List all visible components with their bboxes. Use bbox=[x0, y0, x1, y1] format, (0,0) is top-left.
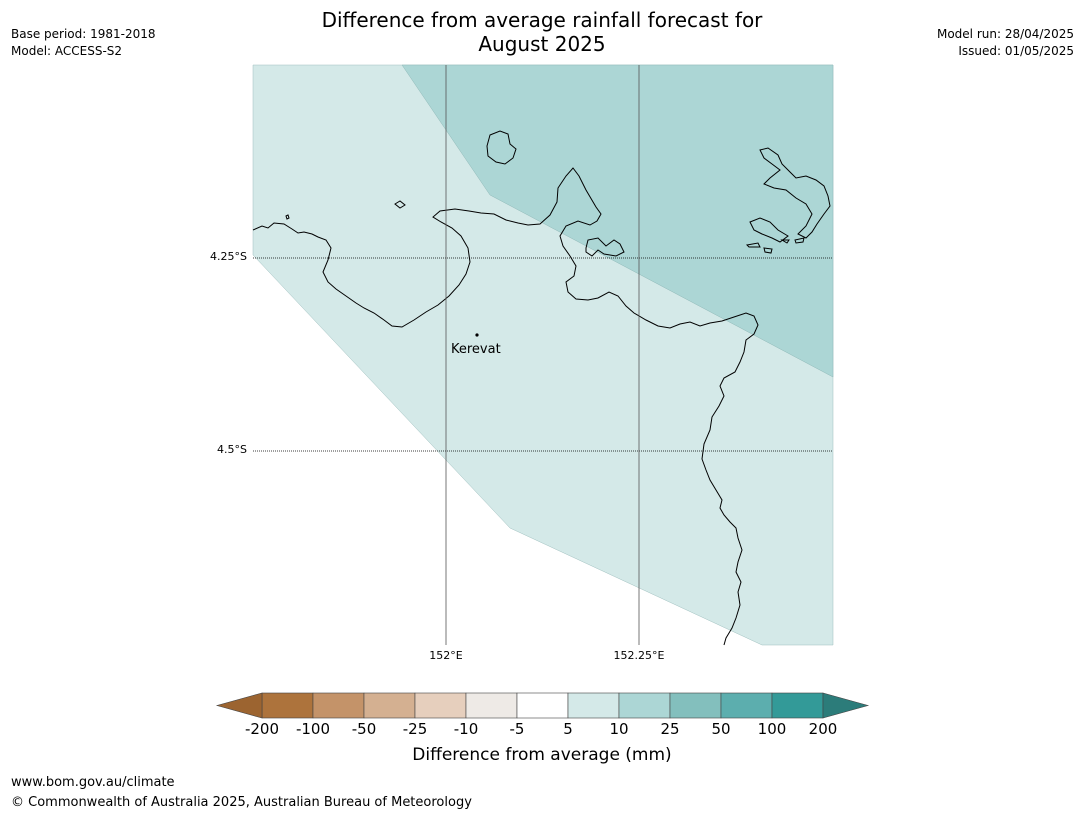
colorbar-segment bbox=[669, 692, 722, 719]
colorbar-tick-label: -10 bbox=[453, 720, 479, 738]
coast-islet-6 bbox=[780, 239, 790, 244]
colorbar-tick-label: 200 bbox=[808, 720, 838, 738]
map-title: Difference from average rainfall forecas… bbox=[242, 8, 842, 56]
footer-copyright: © Commonwealth of Australia 2025, Austra… bbox=[11, 795, 472, 810]
colorbar-low-extend bbox=[215, 692, 263, 719]
coast-island-north bbox=[486, 130, 517, 165]
colorbar-segment bbox=[312, 692, 365, 719]
coast-islet-4 bbox=[745, 242, 761, 248]
colorbar-tick-label: -5 bbox=[509, 720, 525, 738]
colorbar-segment bbox=[720, 692, 773, 719]
lon-label-152: 152°E bbox=[429, 649, 463, 662]
colorbar-tick-label: -50 bbox=[351, 720, 377, 738]
coastlines bbox=[252, 130, 831, 646]
gridlines bbox=[253, 65, 833, 645]
title-line1: Difference from average rainfall forecas… bbox=[321, 8, 763, 32]
colorbar-tick-label: 100 bbox=[757, 720, 787, 738]
footer-url: www.bom.gov.au/climate bbox=[11, 775, 175, 790]
colorbar-segment bbox=[516, 692, 569, 719]
kerevat-marker bbox=[475, 333, 479, 337]
coast-islet-3 bbox=[749, 217, 789, 243]
colorbar bbox=[215, 692, 870, 719]
colorbar-segment bbox=[414, 692, 467, 719]
lon-label-152-25: 152.25°E bbox=[613, 649, 665, 662]
colorbar-segment bbox=[363, 692, 416, 719]
coast-islet-5 bbox=[763, 247, 773, 254]
colorbar-tick-label: 5 bbox=[563, 720, 573, 738]
title-line2: August 2025 bbox=[478, 32, 606, 56]
coast-islet-7 bbox=[794, 237, 805, 244]
colorbar-tick-label: -100 bbox=[295, 720, 331, 738]
meta-left: Base period: 1981-2018 Model: ACCESS-S2 bbox=[11, 26, 156, 60]
lat-label-4-5: 4.5°S bbox=[217, 443, 247, 456]
colorbar-tick-label: -200 bbox=[244, 720, 280, 738]
coast-islands-east bbox=[759, 147, 831, 239]
coast-islet-2 bbox=[285, 214, 290, 220]
model-name: Model: ACCESS-S2 bbox=[11, 44, 123, 58]
colorbar-tick-label: -25 bbox=[402, 720, 428, 738]
colorbar-high-extend bbox=[822, 692, 870, 719]
coast-peninsula bbox=[585, 237, 625, 257]
lat-label-4-25: 4.25°S bbox=[210, 250, 247, 263]
colorbar-tick-label: 10 bbox=[609, 720, 629, 738]
colorbar-tick-label: 50 bbox=[711, 720, 731, 738]
place-label-kerevat: Kerevat bbox=[451, 342, 501, 357]
colorbar-segment bbox=[261, 692, 314, 719]
colorbar-label: Difference from average (mm) bbox=[412, 745, 672, 765]
meta-right: Model run: 28/04/2025 Issued: 01/05/2025 bbox=[937, 26, 1074, 60]
model-run: Model run: 28/04/2025 bbox=[936, 27, 1074, 41]
colorbar-segment bbox=[771, 692, 824, 719]
colorbar-tick-label: 25 bbox=[660, 720, 680, 738]
colorbar-segment bbox=[567, 692, 620, 719]
colorbar-segment bbox=[618, 692, 671, 719]
issued-date: Issued: 01/05/2025 bbox=[958, 44, 1074, 58]
base-period: Base period: 1981-2018 bbox=[11, 27, 156, 41]
coast-main-island bbox=[252, 167, 759, 646]
colorbar-segment bbox=[465, 692, 518, 719]
coast-islet-1 bbox=[394, 200, 406, 209]
